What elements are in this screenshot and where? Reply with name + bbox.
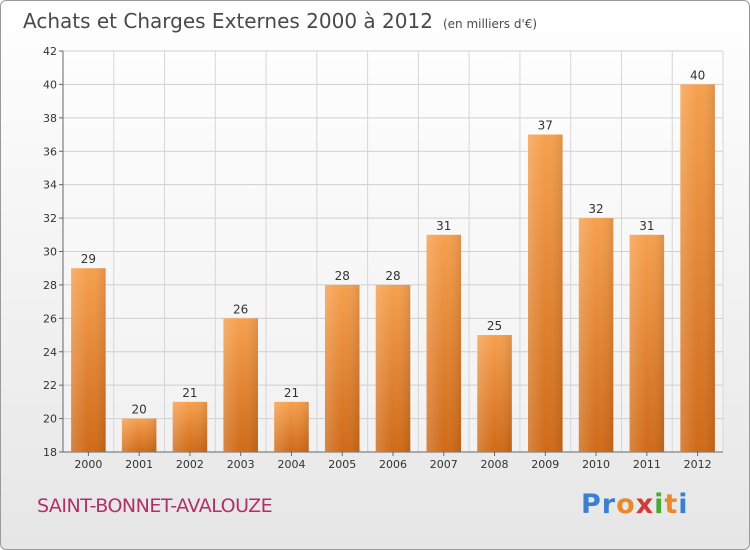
bar-layer: [71, 84, 715, 453]
bar-shade: [528, 134, 563, 452]
chart-title: Achats et Charges Externes 2000 à 2012 (e…: [23, 9, 537, 33]
data-label: 20: [132, 403, 147, 417]
logo-letter: x: [635, 489, 655, 520]
bar-shade: [578, 218, 614, 452]
bar-shade: [223, 318, 258, 452]
x-tick-label: 2001: [125, 458, 153, 471]
logo-letter: r: [601, 489, 617, 520]
bar-shade: [324, 284, 360, 452]
y-tick-label: 28: [43, 279, 57, 292]
data-label: 37: [538, 119, 553, 133]
bar-shade: [629, 234, 665, 452]
data-label: 25: [487, 319, 502, 333]
y-tick-label: 20: [43, 413, 57, 426]
bar-shade: [426, 234, 462, 452]
x-tick-label: 2004: [277, 458, 305, 471]
logo-letter: i: [654, 489, 665, 520]
x-tick-label: 2000: [74, 458, 102, 471]
y-tick-label: 18: [43, 446, 57, 459]
logo-letter: P: [581, 489, 602, 520]
x-tick-label: 2005: [328, 458, 356, 471]
y-tick-label: 42: [43, 45, 57, 58]
x-tick-label: 2007: [430, 458, 458, 471]
data-label: 31: [639, 219, 654, 233]
proxiti-logo: Proxiti: [581, 489, 689, 520]
y-tick-label: 22: [43, 379, 57, 392]
bar-shade: [274, 401, 309, 452]
data-label: 21: [182, 386, 197, 400]
data-label: 26: [233, 302, 248, 316]
y-tick-label: 40: [43, 78, 57, 91]
y-tick-label: 26: [43, 312, 57, 325]
bar-shade: [477, 335, 512, 452]
data-label: 40: [690, 68, 705, 82]
y-tick-label: 24: [43, 346, 57, 359]
bar-shade: [172, 401, 208, 452]
logo-letter: t: [664, 489, 679, 520]
x-tick-label: 2012: [684, 458, 712, 471]
town-name: SAINT-BONNET-AVALOUZE: [37, 495, 273, 517]
logo-letter: i: [678, 489, 689, 520]
x-tick-label: 2011: [633, 458, 661, 471]
x-tick-label: 2006: [379, 458, 407, 471]
chart-title-text: Achats et Charges Externes 2000 à 2012: [23, 9, 433, 33]
y-tick-label: 30: [43, 246, 57, 259]
data-label: 21: [284, 386, 299, 400]
bar-shade: [680, 84, 715, 453]
y-tick-label: 34: [43, 179, 57, 192]
y-tick-label: 32: [43, 212, 57, 225]
data-label: 28: [385, 269, 400, 283]
y-tick-label: 36: [43, 145, 57, 158]
data-label: 31: [436, 219, 451, 233]
data-label: 32: [588, 202, 603, 216]
x-tick-label: 2002: [176, 458, 204, 471]
x-tick-label: 2009: [531, 458, 559, 471]
data-label: 28: [335, 269, 350, 283]
x-tick-label: 2003: [227, 458, 255, 471]
y-tick-label: 38: [43, 112, 57, 125]
logo-letter: o: [616, 489, 636, 520]
bar-shade: [375, 284, 411, 452]
data-label: 29: [81, 252, 96, 266]
x-tick-label: 2010: [582, 458, 610, 471]
bar-shade: [71, 268, 106, 452]
chart-unit: (en milliers d'€): [442, 17, 538, 31]
label-layer: 29 20 21 26 21 28 28 31 25 37 32 31 40: [81, 68, 706, 416]
x-tick-label: 2008: [481, 458, 509, 471]
bar-shade: [121, 418, 157, 452]
